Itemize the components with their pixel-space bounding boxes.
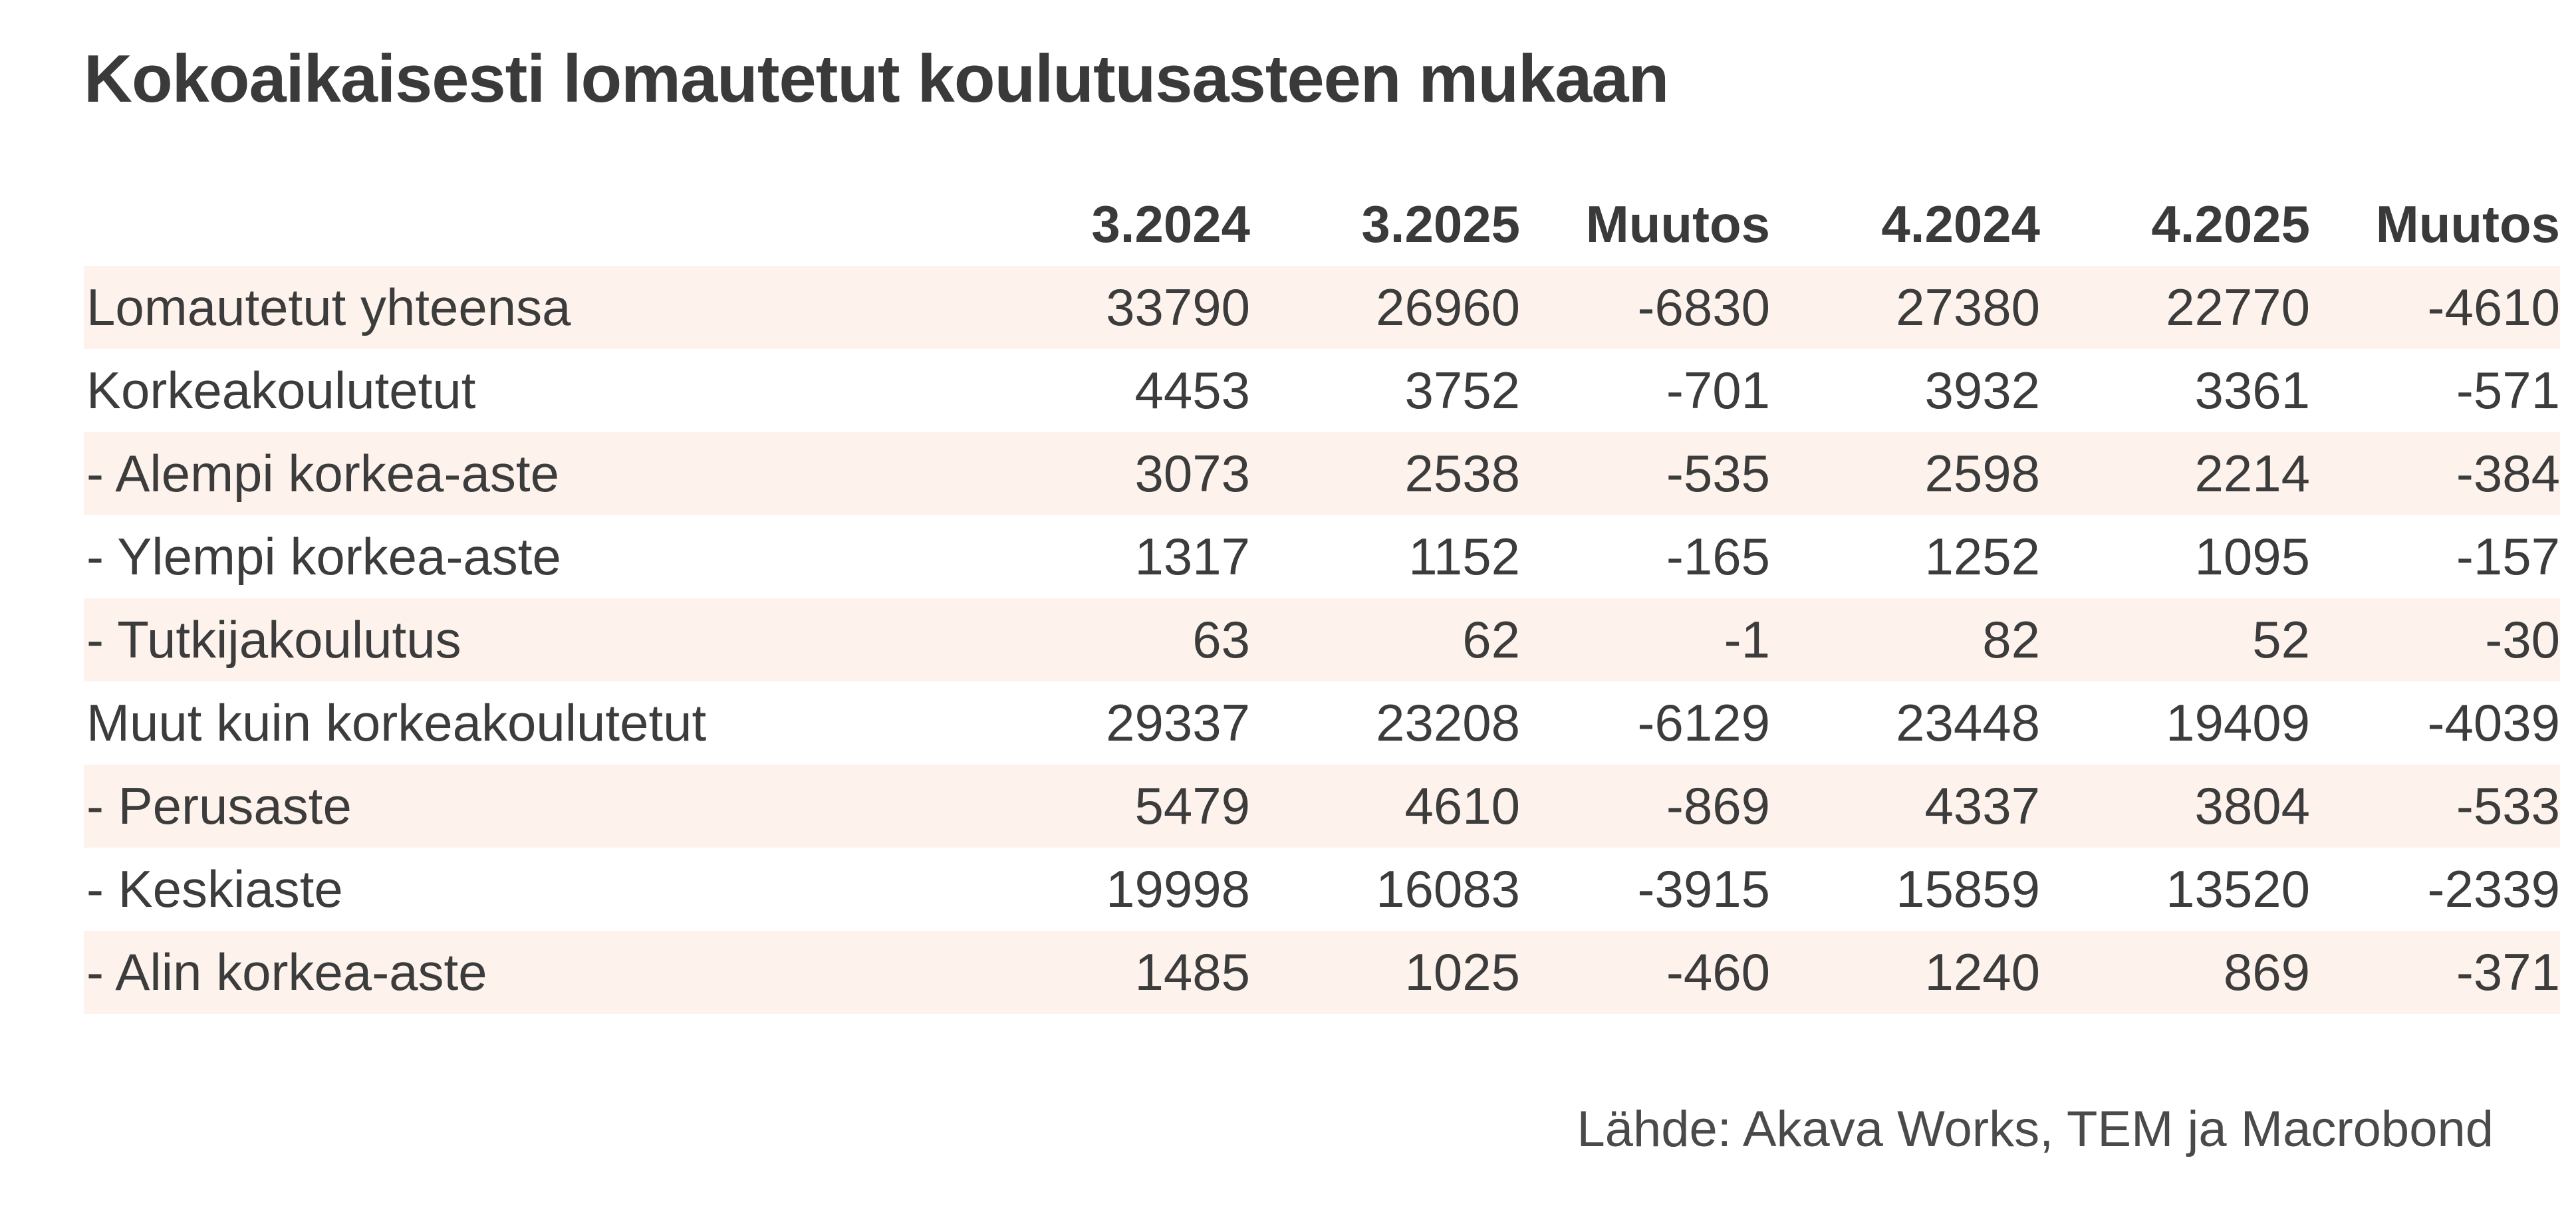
table-cell: 82 (1770, 598, 2040, 681)
table-cell: 4610 (1250, 765, 1520, 848)
table-cell: 1152 (1408, 527, 1520, 586)
table-cell: -384 (2310, 432, 2560, 515)
row-label: Korkeakoulutetut (86, 361, 476, 420)
table-cell: 3932 (1924, 361, 2040, 420)
table-cell: -535 (1520, 432, 1770, 515)
table-cell: 1317 (1134, 527, 1250, 586)
table-cell: 23448 (1896, 693, 2040, 752)
table-cell: -460 (1520, 931, 1770, 1014)
table-row: - Alempi korkea-aste 3073 2538 -535 2598 2214… (84, 432, 2560, 515)
table-cell: 3361 (2194, 361, 2310, 420)
table-cell: 5479 (1001, 765, 1250, 848)
table-cell: -157 (2456, 527, 2560, 586)
table-cell: -4610 (2310, 266, 2560, 349)
table-cell: 3804 (2040, 765, 2310, 848)
column-header-4-2024: 4.2024 (1881, 195, 2040, 253)
table-cell: -3915 (1637, 860, 1771, 918)
table-row: Lomautetut yhteensa 33790 26960 -6830 27380 2… (84, 266, 2560, 349)
table-cell: 33790 (1001, 266, 1250, 349)
table-row: - Ylempi korkea-aste 1317 1152 -165 1252 1095… (84, 515, 2560, 598)
table-cell: 869 (2040, 931, 2310, 1014)
table-cell: 29337 (1106, 693, 1250, 752)
table-cell: 2598 (1770, 432, 2040, 515)
data-table-container: 3.2024 3.2025 Muutos 4.2024 4.2025 Muuto… (84, 183, 2560, 1014)
table-cell: 1240 (1770, 931, 2040, 1014)
table-cell: 62 (1250, 598, 1520, 681)
column-header-4-2025: 4.2025 (2151, 195, 2310, 253)
row-label: - Alempi korkea-aste (84, 432, 1001, 515)
table-header-row: 3.2024 3.2025 Muutos 4.2024 4.2025 Muuto… (84, 183, 2560, 266)
table-cell: 52 (2040, 598, 2310, 681)
column-header-3-2025: 3.2025 (1361, 195, 1520, 253)
table-cell: 16083 (1376, 860, 1520, 918)
table-row: Korkeakoulutetut 4453 3752 -701 3932 3361 -571 (84, 349, 2560, 432)
table-cell: 23208 (1376, 693, 1520, 752)
table-cell: 15859 (1896, 860, 2040, 918)
column-header-3-2024: 3.2024 (1091, 195, 1250, 253)
table-row: - Alin korkea-aste 1485 1025 -460 1240 869 -37… (84, 931, 2560, 1014)
table-cell: 3073 (1001, 432, 1250, 515)
table-row: Muut kuin korkeakoulutetut 29337 23208 -612… (84, 681, 2560, 765)
row-label: - Keskiaste (86, 860, 343, 918)
table-cell: -701 (1666, 361, 1770, 420)
table-cell: 22770 (2040, 266, 2310, 349)
table-cell: 4337 (1770, 765, 2040, 848)
chart-title: Kokoaikaisesti lomautetut koulutusasteen… (84, 42, 1669, 116)
table-cell: 2538 (1250, 432, 1520, 515)
table-cell: 1095 (2194, 527, 2310, 586)
table-cell: 3752 (1404, 361, 1520, 420)
row-label: Lomautetut yhteensa (84, 266, 1001, 349)
column-header-muutos-april: Muutos (2375, 195, 2560, 253)
table-cell: 1025 (1250, 931, 1520, 1014)
table-cell: -371 (2310, 931, 2560, 1014)
table-cell: 4453 (1134, 361, 1250, 420)
table-cell: 19409 (2166, 693, 2310, 752)
column-header-label (84, 183, 1001, 266)
table-cell: -2339 (2427, 860, 2561, 918)
row-label: Muut kuin korkeakoulutetut (86, 693, 707, 752)
table-cell: -571 (2456, 361, 2560, 420)
table-cell: 1252 (1924, 527, 2040, 586)
table-row: - Tutkijakoulutus 63 62 -1 82 52 -30 (84, 598, 2560, 681)
column-header-muutos-march: Muutos (1585, 195, 1770, 253)
table-cell: -1 (1520, 598, 1770, 681)
row-label: - Perusaste (84, 765, 1001, 848)
source-note: Lähde: Akava Works, TEM ja Macrobond (1577, 1101, 2494, 1157)
table-cell: -4039 (2427, 693, 2561, 752)
row-label: - Tutkijakoulutus (84, 598, 1001, 681)
table-cell: 26960 (1250, 266, 1520, 349)
table-row: - Keskiaste 19998 16083 -3915 15859 13520 -233… (84, 848, 2560, 931)
table-cell: 27380 (1770, 266, 2040, 349)
data-table: 3.2024 3.2025 Muutos 4.2024 4.2025 Muuto… (84, 183, 2560, 1014)
table-cell: 1485 (1001, 931, 1250, 1014)
table-cell: 19998 (1106, 860, 1250, 918)
table-cell: -6129 (1637, 693, 1771, 752)
table-cell: -165 (1666, 527, 1770, 586)
row-label: - Ylempi korkea-aste (86, 527, 561, 586)
table-cell: 63 (1001, 598, 1250, 681)
table-cell: -6830 (1520, 266, 1770, 349)
table-cell: 13520 (2166, 860, 2310, 918)
table-cell: 2214 (2040, 432, 2310, 515)
table-cell: -869 (1520, 765, 1770, 848)
table-cell: -533 (2310, 765, 2560, 848)
table-cell: -30 (2310, 598, 2560, 681)
table-body: Lomautetut yhteensa 33790 26960 -6830 27380 2… (84, 266, 2560, 1014)
row-label: - Alin korkea-aste (84, 931, 1001, 1014)
table-row: - Perusaste 5479 4610 -869 4337 3804 -533 (84, 765, 2560, 848)
